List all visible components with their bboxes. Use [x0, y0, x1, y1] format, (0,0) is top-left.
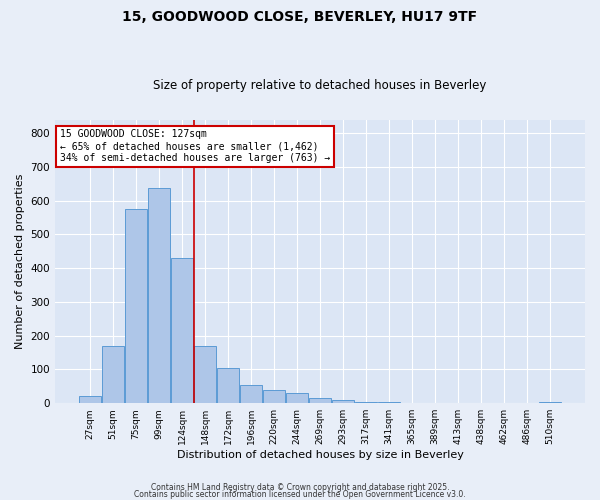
Bar — [378, 402, 400, 403]
Bar — [79, 396, 101, 403]
Bar — [401, 402, 423, 403]
Bar — [309, 398, 331, 403]
Bar — [355, 402, 377, 403]
Bar — [102, 346, 124, 403]
Text: Contains public sector information licensed under the Open Government Licence v3: Contains public sector information licen… — [134, 490, 466, 499]
Bar — [125, 209, 147, 403]
Y-axis label: Number of detached properties: Number of detached properties — [15, 174, 25, 349]
Bar — [240, 384, 262, 403]
Title: Size of property relative to detached houses in Beverley: Size of property relative to detached ho… — [154, 79, 487, 92]
Bar — [286, 393, 308, 403]
Bar — [263, 390, 285, 403]
Bar — [217, 368, 239, 403]
Text: 15, GOODWOOD CLOSE, BEVERLEY, HU17 9TF: 15, GOODWOOD CLOSE, BEVERLEY, HU17 9TF — [122, 10, 478, 24]
Bar — [539, 402, 561, 403]
Bar — [171, 258, 193, 403]
Text: Contains HM Land Registry data © Crown copyright and database right 2025.: Contains HM Land Registry data © Crown c… — [151, 484, 449, 492]
Text: 15 GOODWOOD CLOSE: 127sqm
← 65% of detached houses are smaller (1,462)
34% of se: 15 GOODWOOD CLOSE: 127sqm ← 65% of detac… — [61, 130, 331, 162]
Bar — [148, 188, 170, 403]
X-axis label: Distribution of detached houses by size in Beverley: Distribution of detached houses by size … — [176, 450, 463, 460]
Bar — [332, 400, 354, 403]
Bar — [194, 346, 216, 403]
